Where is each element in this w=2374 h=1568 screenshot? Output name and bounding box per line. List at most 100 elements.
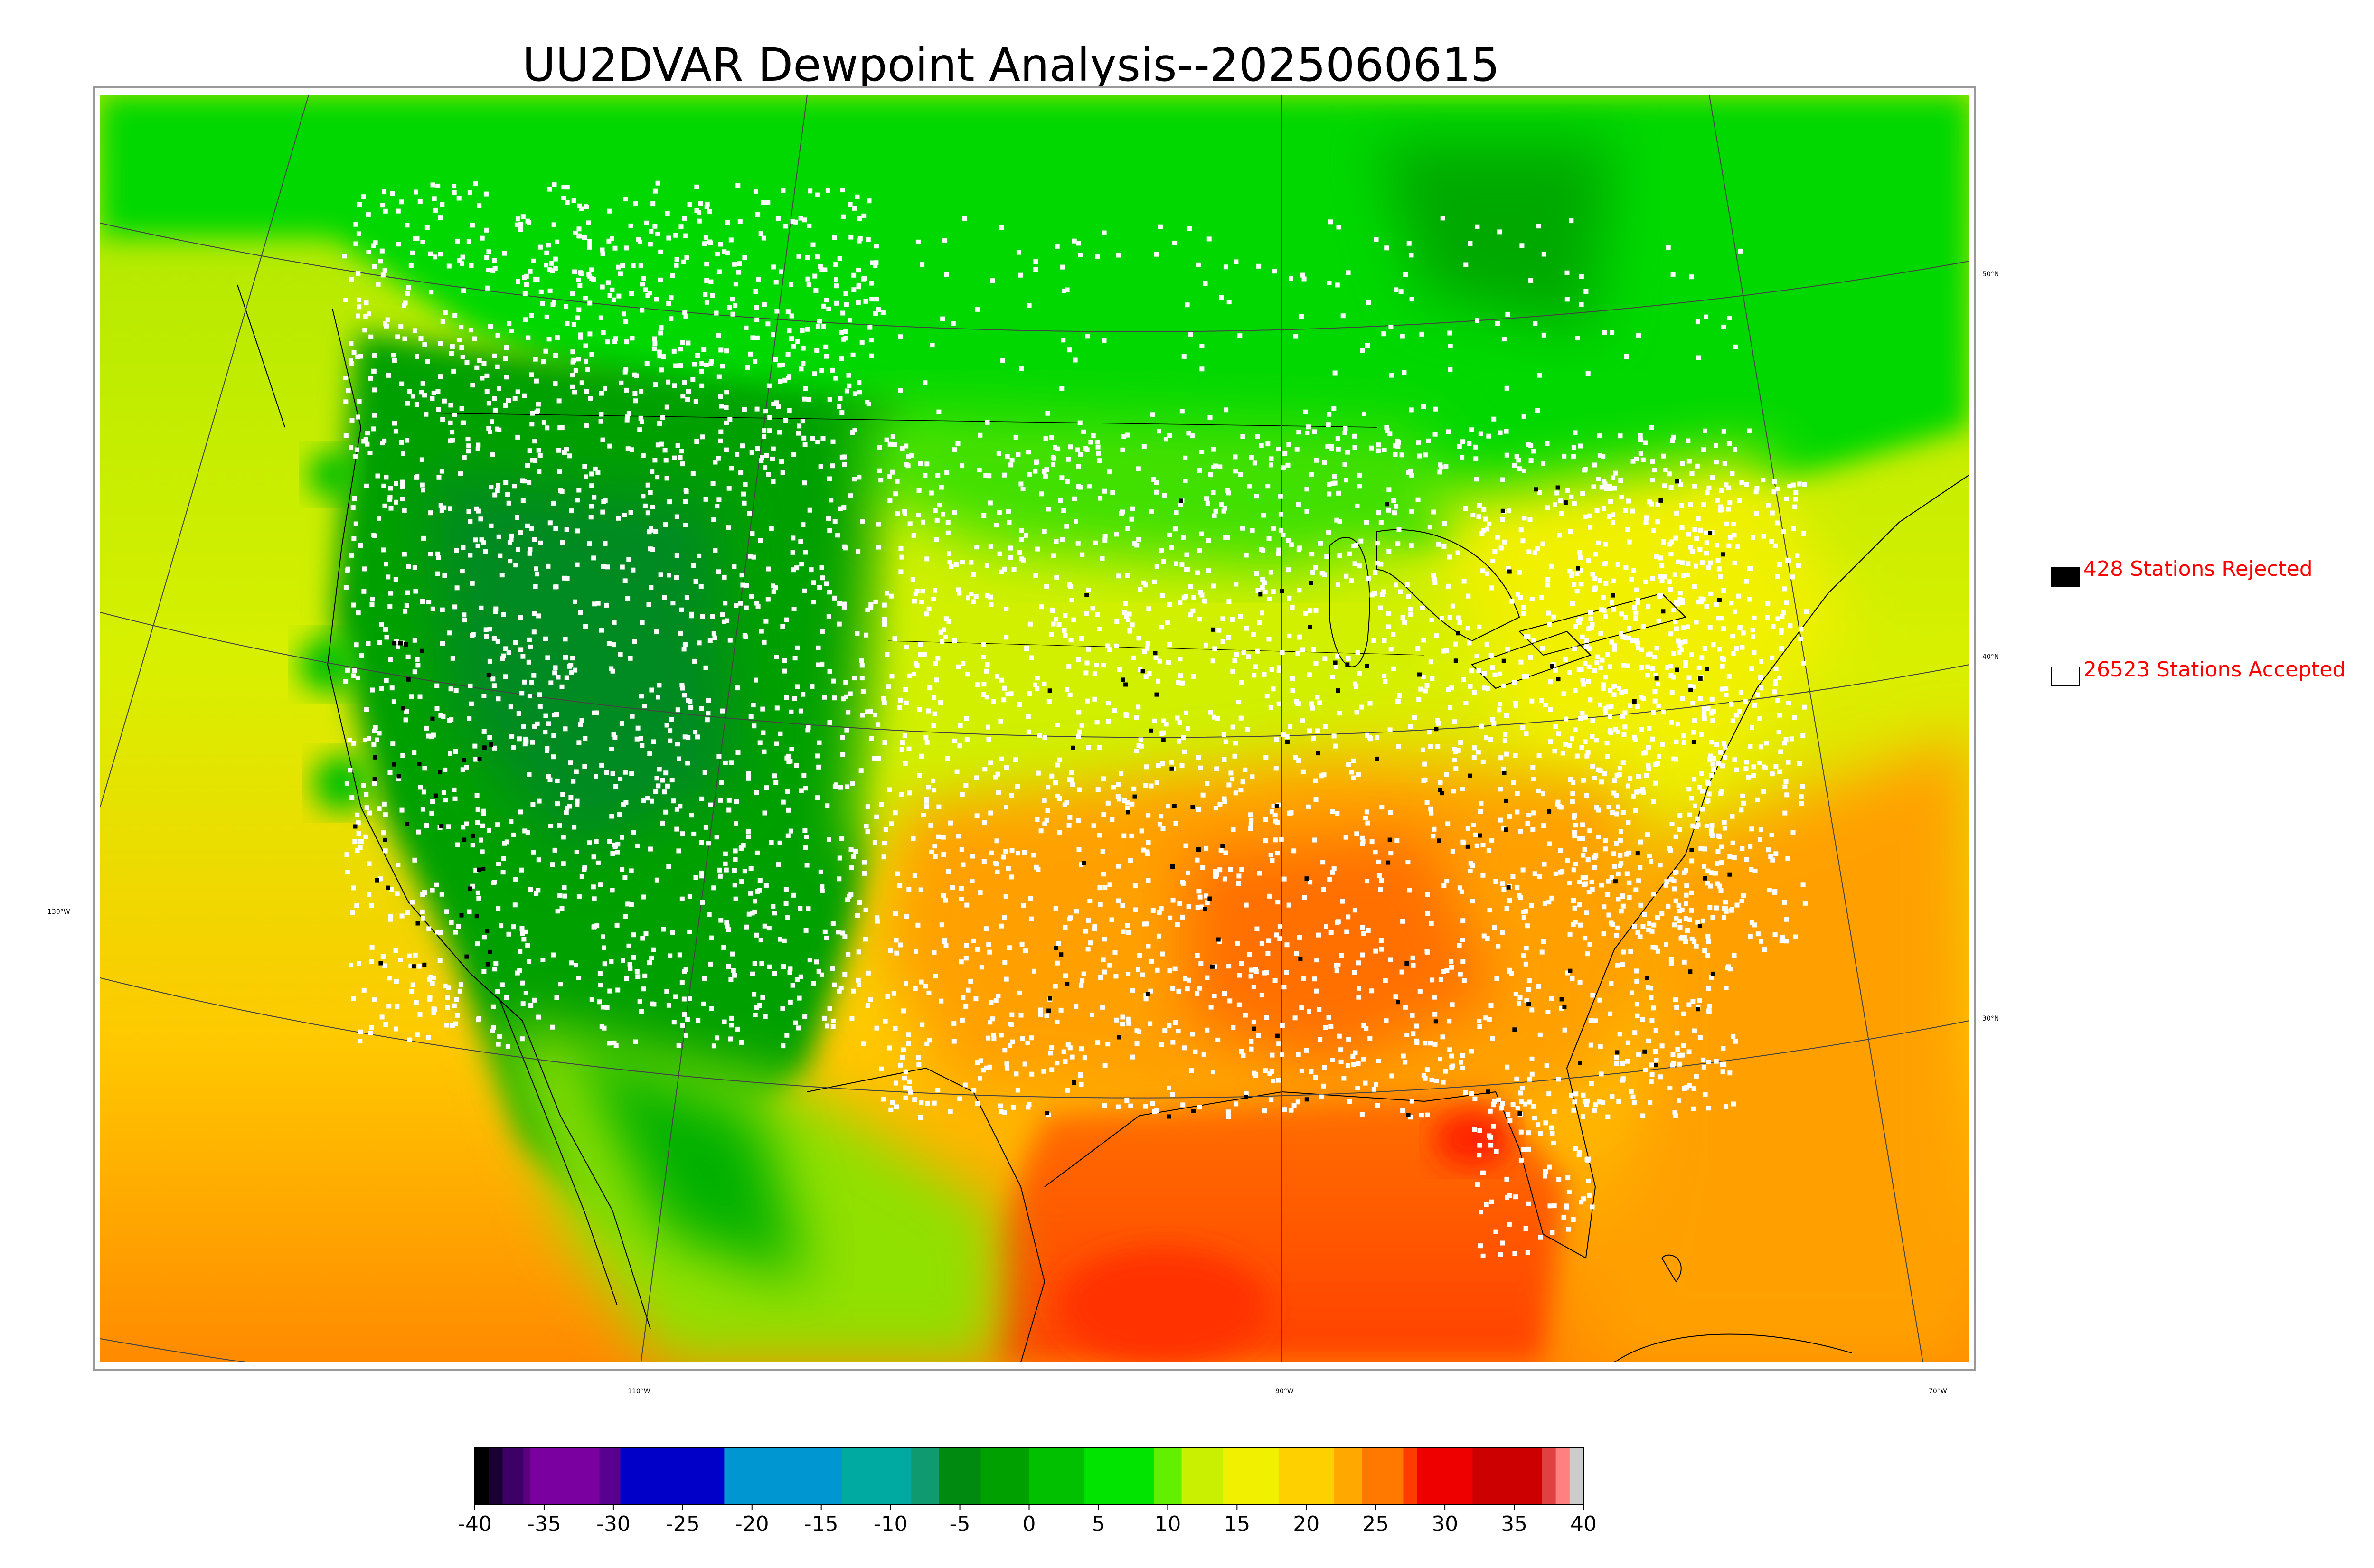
station-accepted-dot (1042, 798, 1047, 803)
station-rejected-dot (1698, 676, 1703, 681)
station-accepted-dot (458, 471, 463, 476)
station-accepted-dot (1271, 686, 1276, 692)
station-accepted-dot (522, 679, 527, 685)
station-accepted-dot (345, 667, 350, 673)
station-accepted-dot (1729, 702, 1734, 707)
station-accepted-dot (924, 798, 929, 804)
station-accepted-dot (1488, 1003, 1494, 1008)
station-accepted-dot (1346, 1037, 1351, 1042)
station-accepted-dot (1180, 881, 1186, 886)
station-accepted-dot (1701, 447, 1706, 452)
station-accepted-dot (634, 736, 640, 742)
station-accepted-dot (924, 1041, 930, 1046)
station-rejected-dot (1563, 500, 1568, 505)
station-accepted-dot (963, 956, 969, 961)
station-accepted-dot (1321, 1083, 1326, 1089)
station-accepted-dot (367, 892, 372, 897)
station-accepted-dot (1706, 780, 1711, 786)
station-accepted-dot (1177, 901, 1182, 906)
station-accepted-dot (343, 679, 349, 684)
station-accepted-dot (517, 968, 522, 973)
station-accepted-dot (868, 997, 873, 1002)
station-rejected-dot (439, 824, 444, 828)
station-accepted-dot (754, 790, 759, 795)
station-accepted-dot (387, 770, 393, 775)
station-accepted-dot (1196, 755, 1201, 760)
station-accepted-dot (1602, 706, 1608, 711)
station-accepted-dot (701, 347, 707, 352)
station-accepted-dot (1585, 371, 1591, 376)
station-accepted-dot (519, 691, 525, 696)
station-accepted-dot (1668, 961, 1674, 966)
station-accepted-dot (611, 732, 616, 737)
station-accepted-dot (939, 485, 944, 490)
station-accepted-dot (1264, 694, 1270, 699)
station-accepted-dot (352, 496, 357, 501)
station-accepted-dot (529, 422, 535, 427)
station-accepted-dot (817, 740, 822, 745)
station-accepted-dot (1623, 508, 1628, 513)
station-accepted-dot (1520, 538, 1526, 544)
station-accepted-dot (543, 636, 548, 641)
station-accepted-dot (1639, 727, 1644, 732)
station-accepted-dot (1222, 506, 1227, 511)
station-accepted-dot (783, 887, 789, 892)
station-accepted-dot (511, 745, 516, 750)
station-accepted-dot (1384, 1018, 1389, 1023)
station-accepted-dot (1102, 534, 1108, 539)
station-accepted-dot (1193, 1049, 1198, 1054)
station-accepted-dot (467, 190, 472, 195)
station-accepted-dot (555, 335, 560, 340)
station-accepted-dot (938, 700, 943, 705)
station-accepted-dot (1217, 802, 1223, 807)
station-accepted-dot (1486, 848, 1491, 853)
station-accepted-dot (1782, 900, 1787, 905)
station-accepted-dot (1633, 887, 1639, 892)
station-accepted-dot (1529, 1007, 1535, 1013)
station-accepted-dot (1046, 507, 1051, 512)
station-accepted-dot (405, 438, 410, 443)
station-accepted-dot (872, 840, 877, 845)
station-accepted-dot (1700, 918, 1705, 923)
station-accepted-dot (528, 1003, 534, 1008)
station-accepted-dot (609, 747, 614, 751)
station-accepted-dot (802, 480, 807, 486)
station-accepted-dot (488, 430, 492, 434)
station-accepted-dot (1581, 1114, 1585, 1119)
station-accepted-dot (1583, 661, 1588, 666)
station-accepted-dot (1722, 826, 1727, 831)
station-accepted-dot (496, 1042, 501, 1047)
station-accepted-dot (1632, 1030, 1638, 1035)
station-accepted-dot (598, 419, 603, 424)
station-accepted-dot (1588, 610, 1593, 615)
station-accepted-dot (1029, 1071, 1035, 1077)
station-accepted-dot (785, 309, 791, 314)
station-accepted-dot (1797, 481, 1802, 487)
station-accepted-dot (1016, 452, 1021, 457)
station-accepted-dot (1249, 455, 1254, 460)
station-accepted-dot (523, 736, 528, 742)
station-accepted-dot (1730, 814, 1735, 819)
station-accepted-dot (889, 674, 895, 679)
station-accepted-dot (570, 359, 575, 365)
station-accepted-dot (1349, 578, 1354, 583)
station-accepted-dot (1275, 851, 1280, 856)
station-accepted-dot (626, 411, 631, 416)
station-accepted-dot (918, 652, 923, 657)
station-accepted-dot (484, 255, 490, 260)
station-accepted-dot (1222, 991, 1227, 996)
station-accepted-dot (354, 903, 359, 908)
station-accepted-dot (1529, 1056, 1535, 1061)
station-rejected-dot (420, 648, 424, 653)
station-accepted-dot (1067, 692, 1073, 697)
station-accepted-dot (1770, 655, 1775, 660)
station-accepted-dot (1749, 666, 1754, 671)
station-accepted-dot (795, 645, 800, 650)
station-accepted-dot (1531, 449, 1536, 454)
station-accepted-dot (390, 191, 395, 196)
station-accepted-dot (1009, 458, 1015, 463)
station-accepted-dot (621, 311, 626, 317)
station-accepted-dot (636, 237, 641, 242)
station-accepted-dot (962, 216, 967, 221)
station-accepted-dot (1709, 975, 1714, 980)
